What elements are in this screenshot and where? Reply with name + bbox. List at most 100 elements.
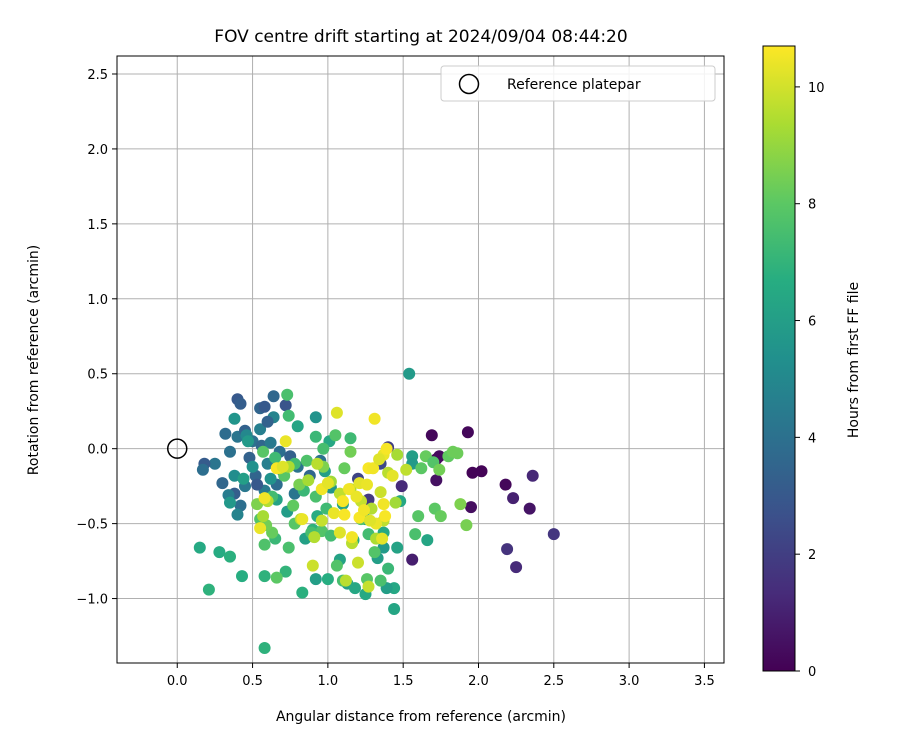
data-point (391, 448, 404, 461)
data-point (374, 574, 387, 587)
data-point (507, 492, 520, 505)
data-point (251, 478, 264, 491)
data-point (242, 435, 254, 448)
data-point (415, 462, 428, 475)
x-axis-label: Angular distance from reference (arcmin) (276, 709, 566, 725)
data-point (547, 528, 560, 541)
data-point (349, 582, 361, 595)
data-point (258, 642, 271, 654)
data-point (213, 546, 226, 559)
data-point (257, 445, 270, 458)
data-point (237, 472, 250, 485)
y-tick-label: 2.0 (87, 143, 108, 158)
data-point (499, 478, 512, 491)
data-point (330, 406, 343, 419)
data-point (333, 526, 346, 539)
data-point (412, 510, 425, 523)
data-point (224, 445, 236, 458)
data-point (409, 528, 422, 541)
colorbar-tick-label: 6 (808, 315, 816, 330)
data-point (379, 510, 392, 523)
data-point (465, 501, 477, 514)
data-point (291, 420, 304, 433)
data-point (451, 447, 464, 460)
data-point (254, 522, 267, 535)
data-point (269, 451, 282, 464)
data-point (302, 474, 315, 487)
data-point (282, 541, 295, 554)
data-point (368, 546, 381, 559)
data-point (388, 603, 401, 615)
data-point (386, 469, 399, 482)
data-point (264, 472, 277, 485)
data-point (329, 429, 342, 442)
data-point (339, 574, 352, 587)
data-point (430, 474, 443, 487)
x-tick-label: 1.5 (393, 674, 414, 689)
data-point (460, 519, 473, 532)
chart-title: FOV centre drift starting at 2024/09/04 … (214, 27, 627, 47)
data-point (236, 570, 248, 583)
data-point (224, 496, 236, 509)
data-point (279, 399, 292, 412)
x-tick-label: 2.0 (468, 674, 489, 689)
data-point (346, 531, 358, 544)
data-point (475, 465, 488, 478)
data-point (377, 498, 390, 511)
data-point (196, 463, 209, 476)
data-points (193, 367, 560, 654)
data-point (261, 415, 274, 428)
data-point (264, 436, 277, 449)
data-point (400, 463, 413, 476)
data-point (258, 492, 271, 505)
data-point (228, 412, 241, 425)
data-point (276, 460, 289, 473)
x-tick-label: 2.5 (543, 674, 564, 689)
data-point (243, 451, 256, 464)
data-point (425, 429, 438, 442)
data-point (391, 541, 404, 554)
y-tick-label: 1.5 (87, 218, 108, 233)
y-tick-label: 2.5 (87, 68, 108, 83)
data-point (367, 462, 380, 475)
data-point (231, 508, 244, 521)
data-point (364, 514, 376, 527)
data-point (321, 477, 334, 490)
data-point (380, 442, 393, 455)
legend-box (440, 65, 716, 102)
data-point (510, 561, 523, 574)
data-point (344, 445, 357, 458)
data-point (376, 532, 389, 545)
axis-ticks: 0.0 0.5 1.0 1.5 2.0 2.5 3.0 3.5 −1.0 −0.5 0.0 0.5 1.… (76, 68, 714, 689)
data-point (257, 510, 270, 523)
colorbar-tick-label: 10 (808, 81, 825, 96)
data-point (216, 477, 229, 490)
data-point (246, 460, 259, 473)
data-point (403, 367, 416, 380)
data-point (270, 571, 283, 584)
data-point (293, 478, 306, 491)
data-point (300, 454, 313, 467)
data-point (287, 499, 300, 512)
data-point (433, 463, 446, 476)
data-point (501, 543, 514, 556)
data-point (296, 513, 309, 526)
y-axis-label: Rotation from reference (arcmin) (26, 245, 42, 475)
legend-label: Reference platepar (507, 77, 641, 93)
data-point (306, 559, 319, 572)
data-point (224, 550, 236, 563)
data-point (202, 583, 215, 596)
data-point (254, 423, 267, 436)
colorbar-tick-label: 2 (808, 548, 816, 563)
data-point (344, 432, 357, 445)
data-point (350, 490, 363, 503)
data-point (258, 538, 271, 551)
colorbar-tick-label: 8 (808, 198, 816, 213)
data-point (336, 495, 349, 508)
data-point (338, 462, 351, 475)
data-point (234, 397, 247, 410)
data-point (421, 534, 434, 547)
data-point (395, 480, 408, 493)
data-point (193, 541, 206, 554)
data-point (523, 502, 536, 515)
